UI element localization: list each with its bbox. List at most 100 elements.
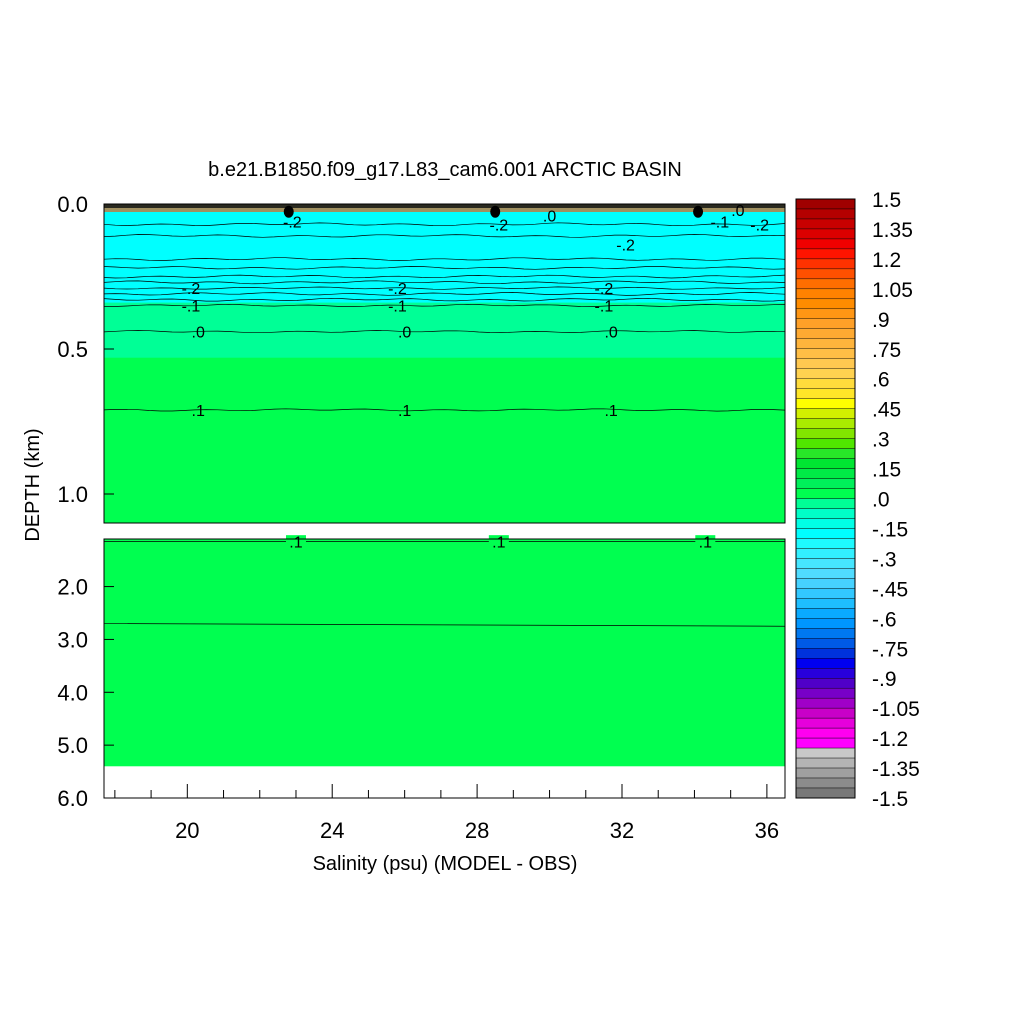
- colorbar-swatch: [795, 328, 856, 339]
- y-tick-label: 0.5: [57, 337, 88, 362]
- contour-label: .0: [543, 209, 556, 226]
- contour-label: -.2: [616, 238, 635, 255]
- contour-label: .0: [192, 325, 205, 342]
- contour-line: [103, 286, 786, 290]
- colorbar-label: -.15: [872, 518, 908, 541]
- colorbar-label: -.45: [872, 578, 908, 601]
- colorbar-label: -1.05: [872, 698, 920, 721]
- colorbar-swatch: [795, 218, 856, 230]
- y-tick-label: 4.0: [57, 680, 88, 705]
- colorbar-swatch: [795, 678, 856, 689]
- x-tick-label: 24: [320, 818, 344, 843]
- colorbar-swatch: [795, 638, 856, 649]
- contour-label: -.1: [182, 299, 201, 316]
- colorbar-swatch: [795, 208, 856, 220]
- colorbar-swatch: [795, 248, 856, 260]
- colorbar-swatch: [795, 268, 856, 280]
- colorbar-swatch: [795, 578, 856, 589]
- x-axis: 20 24 28 32 36: [114, 784, 779, 843]
- contour-label: -.2: [182, 281, 201, 298]
- colorbar-swatch: [795, 468, 856, 479]
- colorbar-swatch: [795, 508, 856, 519]
- colorbar-swatch: [795, 438, 856, 449]
- colorbar-swatch: [795, 388, 856, 399]
- contour-label: .1: [289, 535, 302, 552]
- colorbar-swatch: [795, 608, 856, 619]
- colorbar-label: .3: [872, 429, 890, 452]
- colorbar-swatch: [795, 288, 856, 300]
- contour-label: .1: [492, 535, 505, 552]
- colorbar-swatch: [795, 548, 856, 559]
- contour-line-minor: [103, 297, 786, 302]
- colorbar-swatch: [795, 757, 856, 769]
- fill-green: [104, 539, 785, 767]
- upper-panel: -.2 -.2 -.2-.1 -.1 -.1.0.0.0.1.1.1-.2 -.2.0-.…: [103, 203, 786, 524]
- contour-label: .0: [731, 203, 744, 220]
- colorbar-swatch: [795, 687, 856, 699]
- colorbar-swatch: [795, 308, 856, 320]
- contour-label: -.1: [710, 214, 729, 231]
- y-tick-label: 3.0: [57, 627, 88, 652]
- colorbar-swatch: [795, 428, 856, 439]
- contour-label: -.1: [595, 299, 614, 316]
- y-tick-label: 1.0: [57, 482, 88, 507]
- colorbar-swatch: [795, 358, 856, 369]
- colorbar-swatch: [795, 338, 856, 349]
- contour-line-minor: [103, 222, 786, 227]
- colorbar-label: -.9: [872, 668, 897, 691]
- contour-label: -.2: [283, 214, 302, 231]
- colorbar-swatch: [795, 498, 856, 509]
- colorbar-swatch: [795, 727, 856, 739]
- surface-blob: [693, 205, 704, 218]
- colorbar-frame: [795, 198, 856, 799]
- lower-panel: .1 .1 .1: [103, 535, 786, 799]
- contour-line-minor: [103, 280, 786, 285]
- y-axis-label: DEPTH (km): [22, 428, 44, 541]
- colorbar-label: -.3: [872, 548, 897, 571]
- colorbar-label: .6: [872, 369, 890, 392]
- contour-line-minor: [103, 292, 786, 296]
- colorbar-swatch: [795, 398, 856, 409]
- x-tick-label: 32: [610, 818, 634, 843]
- y-tick-label: 6.0: [57, 786, 88, 811]
- y-axis: 0.0 0.5 1.0 2.0 3.0 4.0 5.0 6.0: [57, 192, 114, 811]
- colorbar-swatch: [795, 558, 856, 569]
- surface-blob: [283, 205, 294, 218]
- contour-line-minor: [103, 266, 786, 270]
- colorbar-swatch: [795, 658, 856, 669]
- contour-label: .1: [398, 403, 411, 420]
- x-tick-label: 36: [755, 818, 779, 843]
- colorbar-swatch: [795, 697, 856, 709]
- colorbar-swatch: [795, 378, 856, 389]
- colorbar-swatch: [795, 518, 856, 529]
- contour-label: -.2: [595, 281, 614, 298]
- colorbar-label: 1.35: [872, 219, 913, 242]
- colorbar-swatch: [795, 488, 856, 499]
- colorbar-label: -1.2: [872, 728, 908, 751]
- colorbar-label: .75: [872, 339, 901, 362]
- contour-line: [103, 330, 786, 334]
- contour-line-minor: [103, 234, 786, 238]
- contour-line-minor: [103, 274, 786, 279]
- contour-line: [103, 408, 786, 412]
- colorbar-swatch: [795, 717, 856, 729]
- colorbar-swatch: [795, 348, 856, 359]
- colorbar-label: 1.05: [872, 279, 913, 302]
- colorbar-label: .9: [872, 309, 890, 332]
- colorbar: 1.5 1.35 1.2 1.05 .9 .75 .6 .45 .3 .15 .0 -.15 -.3 -.…: [795, 189, 920, 811]
- colorbar-swatch: [795, 598, 856, 609]
- contour-label: .0: [604, 325, 617, 342]
- contour-line-minor: [103, 623, 786, 627]
- colorbar-swatch: [795, 258, 856, 270]
- colorbar-swatch: [795, 777, 856, 789]
- colorbar-swatch: [795, 747, 856, 759]
- colorbar-label: .45: [872, 399, 901, 422]
- contour-line: [104, 303, 786, 307]
- colorbar-swatch: [795, 538, 856, 549]
- colorbar-swatch: [795, 408, 856, 419]
- colorbar-swatch: [795, 528, 856, 539]
- contour-label: .0: [398, 325, 411, 342]
- contour-label: -.1: [388, 299, 407, 316]
- colorbar-swatch: [795, 478, 856, 489]
- colorbar-label: .0: [872, 489, 890, 512]
